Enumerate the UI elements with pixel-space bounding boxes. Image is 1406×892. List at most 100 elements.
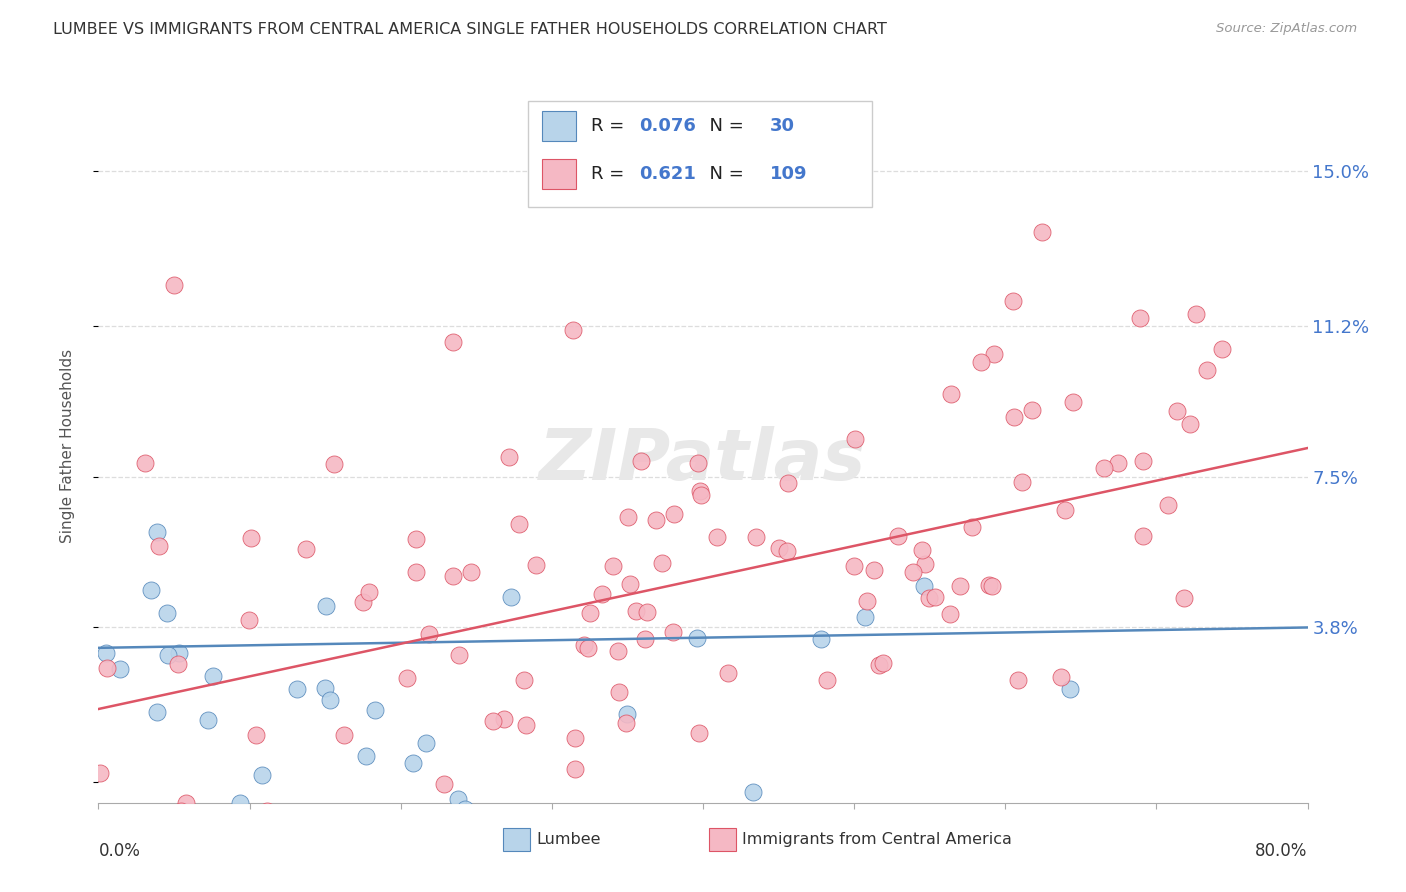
Point — [745, 530, 768, 544]
Point — [688, 456, 710, 470]
Point — [524, 558, 547, 573]
Point — [352, 595, 374, 609]
Point — [492, 712, 515, 726]
Text: 0.621: 0.621 — [638, 165, 696, 183]
Point — [134, 456, 156, 470]
Text: Immigrants from Central America: Immigrants from Central America — [742, 832, 1011, 847]
Text: 0.0%: 0.0% — [98, 842, 141, 860]
Text: 0.076: 0.076 — [638, 118, 696, 136]
Point — [844, 432, 866, 446]
Point — [314, 681, 336, 695]
FancyBboxPatch shape — [543, 112, 576, 142]
Text: R =: R = — [591, 118, 630, 136]
FancyBboxPatch shape — [543, 159, 576, 189]
Point — [318, 693, 340, 707]
Point — [508, 516, 530, 531]
Text: LUMBEE VS IMMIGRANTS FROM CENTRAL AMERICA SINGLE FATHER HOUSEHOLDS CORRELATION C: LUMBEE VS IMMIGRANTS FROM CENTRAL AMERIC… — [53, 22, 887, 37]
Point — [868, 657, 890, 672]
Point — [405, 565, 427, 579]
Point — [1053, 503, 1076, 517]
Point — [245, 728, 267, 742]
Point — [1129, 311, 1152, 326]
Point — [1062, 394, 1084, 409]
Point — [862, 563, 884, 577]
Point — [591, 587, 613, 601]
Point — [561, 323, 583, 337]
Point — [960, 520, 983, 534]
Point — [1132, 529, 1154, 543]
Point — [1195, 363, 1218, 377]
Point — [1031, 225, 1053, 239]
Point — [887, 529, 910, 543]
Point — [1132, 454, 1154, 468]
Point — [645, 513, 668, 527]
Point — [1050, 670, 1073, 684]
Point — [815, 673, 838, 688]
Point — [903, 565, 925, 579]
Point — [357, 585, 380, 599]
Point — [1166, 404, 1188, 418]
Point — [294, 541, 316, 556]
Text: N =: N = — [699, 118, 749, 136]
Text: N =: N = — [699, 165, 749, 183]
Point — [651, 556, 673, 570]
FancyBboxPatch shape — [503, 829, 530, 851]
Point — [447, 791, 470, 805]
Point — [939, 386, 962, 401]
Point — [607, 685, 630, 699]
Point — [89, 766, 111, 780]
Point — [572, 638, 595, 652]
Point — [924, 590, 946, 604]
Point — [256, 804, 278, 818]
Point — [163, 277, 186, 292]
Point — [768, 541, 790, 556]
Point — [332, 728, 354, 742]
Point — [501, 590, 523, 604]
Point — [139, 583, 162, 598]
Text: Source: ZipAtlas.com: Source: ZipAtlas.com — [1216, 22, 1357, 36]
Point — [146, 524, 169, 539]
Point — [405, 533, 427, 547]
Point — [202, 669, 225, 683]
Point — [853, 610, 876, 624]
Point — [115, 808, 138, 822]
Point — [1007, 673, 1029, 688]
Point — [395, 671, 418, 685]
Point — [688, 726, 710, 740]
Point — [1021, 403, 1043, 417]
Point — [277, 808, 299, 822]
Text: ZIPatlas: ZIPatlas — [540, 425, 866, 495]
Point — [619, 577, 641, 591]
Point — [1107, 456, 1129, 470]
Text: 80.0%: 80.0% — [1256, 842, 1308, 860]
Point — [911, 543, 934, 558]
Point — [250, 768, 273, 782]
Point — [1002, 410, 1025, 425]
Point — [96, 661, 118, 675]
Point — [156, 648, 179, 662]
Point — [983, 347, 1005, 361]
Point — [418, 627, 440, 641]
Point — [912, 579, 935, 593]
Point — [354, 748, 377, 763]
Point — [578, 607, 600, 621]
Point — [977, 578, 1000, 592]
Point — [167, 646, 190, 660]
Point — [778, 475, 800, 490]
Point — [970, 355, 993, 369]
Point — [614, 715, 637, 730]
FancyBboxPatch shape — [527, 102, 872, 207]
Point — [315, 599, 337, 613]
Point — [454, 802, 477, 816]
Point — [606, 644, 628, 658]
Point — [285, 681, 308, 696]
Point — [1002, 294, 1025, 309]
Point — [441, 568, 464, 582]
Text: 30: 30 — [769, 118, 794, 136]
Point — [564, 731, 586, 746]
Point — [156, 607, 179, 621]
Point — [240, 531, 263, 545]
Point — [110, 662, 132, 676]
Point — [576, 640, 599, 655]
Point — [415, 736, 437, 750]
